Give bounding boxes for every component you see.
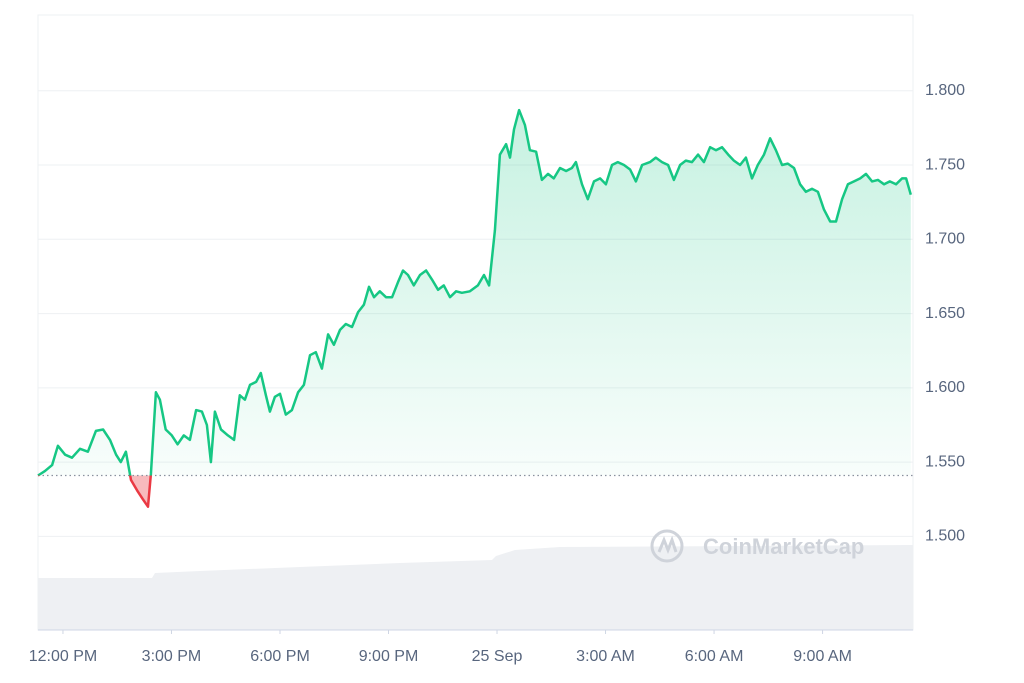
volume-area [38, 545, 913, 630]
x-tick-label: 9:00 PM [359, 648, 419, 665]
watermark-logo [650, 529, 684, 563]
y-tick-label: 1.750 [925, 156, 965, 173]
watermark-logo [657, 535, 678, 555]
watermark: CoinMarketCap [650, 529, 864, 563]
x-tick-label: 6:00 AM [685, 648, 744, 665]
y-tick-label: 1.500 [925, 528, 965, 545]
watermark-text: CoinMarketCap [703, 534, 864, 559]
y-tick-label: 1.550 [925, 453, 965, 470]
y-tick-label: 1.650 [925, 305, 965, 322]
x-tick-label: 12:00 PM [29, 648, 97, 665]
x-tick-label: 3:00 AM [576, 648, 635, 665]
price-area [38, 110, 911, 507]
x-tick-label: 25 Sep [472, 648, 523, 665]
y-tick-label: 1.800 [925, 82, 965, 99]
y-tick-label: 1.600 [925, 379, 965, 396]
x-tick-label: 6:00 PM [250, 648, 310, 665]
price-line [37, 108, 913, 508]
x-tick-label: 9:00 AM [793, 648, 852, 665]
x-tick-label: 3:00 PM [142, 648, 202, 665]
y-tick-label: 1.700 [925, 231, 965, 248]
